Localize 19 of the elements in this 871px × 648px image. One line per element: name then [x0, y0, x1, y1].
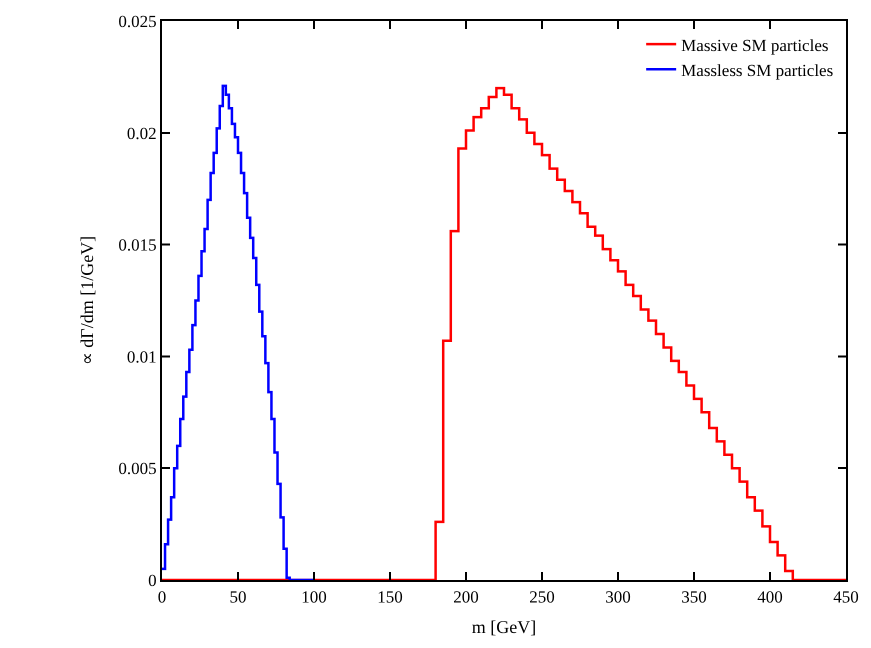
y-tick-label: 0.01	[126, 347, 157, 366]
x-tick-label: 300	[605, 587, 631, 606]
legend-label: Massless SM particles	[681, 60, 834, 80]
x-tick-label: 100	[301, 587, 327, 606]
x-tick-label: 150	[377, 587, 403, 606]
legend-label: Massive SM particles	[681, 36, 828, 55]
x-tick-label: 400	[757, 587, 783, 606]
x-tick-label: 450	[833, 587, 859, 606]
y-axis-title: ∝ dΓ/dm [1/GeV]	[77, 236, 98, 366]
y-tick-label: 0	[148, 570, 157, 590]
y-tick-label: 0.015	[118, 236, 157, 255]
x-tick-label: 350	[681, 587, 707, 606]
y-tick-label: 0.005	[118, 459, 157, 478]
x-axis-title: m [GeV]	[472, 617, 536, 637]
x-tick-label: 250	[529, 587, 555, 606]
y-tick-label: 0.025	[118, 12, 157, 31]
x-tick-label: 50	[230, 587, 246, 606]
x-tick-label: 200	[453, 587, 479, 606]
y-tick-label: 0.02	[126, 124, 157, 143]
